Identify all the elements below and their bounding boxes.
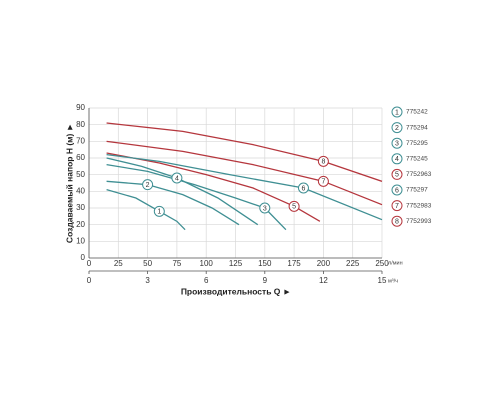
curve-label-circle	[317, 155, 329, 167]
x2-tick-label: 12	[319, 276, 328, 285]
curve-label-number: 3	[263, 205, 267, 212]
curve-label-number: 5	[292, 204, 296, 211]
x-unit: л/мин	[388, 260, 403, 266]
x-axis-title: Производительность Q ►	[181, 286, 291, 296]
legend-circle	[391, 153, 403, 165]
curve-label-circle	[317, 175, 329, 187]
legend-number: 4	[395, 156, 399, 163]
legend-number: 1	[395, 109, 399, 116]
x-tick-label: 150	[258, 259, 272, 268]
curve-label-circle	[171, 172, 183, 184]
y-tick-label: 10	[76, 236, 85, 245]
legend-label: 775242	[406, 109, 428, 116]
series-line	[106, 154, 383, 221]
series-line	[106, 152, 321, 222]
legend-label: 7752963	[406, 171, 432, 178]
x-tick-label: 75	[172, 259, 181, 268]
y-tick-label: 90	[76, 103, 85, 112]
legend-number: 7	[395, 203, 399, 210]
x-tick-label: 175	[287, 259, 301, 268]
curve-label-number: 8	[321, 159, 325, 166]
y-tick-label: 30	[76, 203, 85, 212]
y-tick-label: 50	[76, 170, 85, 179]
x-tick-label: 250	[375, 259, 389, 268]
legend-label: 775295	[406, 140, 428, 147]
curve-label-number: 2	[146, 182, 150, 189]
legend-circle	[391, 168, 403, 180]
x2-unit: м³/ч	[388, 278, 398, 284]
x2-tick-label: 9	[263, 276, 268, 285]
x-tick-label: 25	[114, 259, 123, 268]
legend-label: 7752993	[406, 218, 432, 225]
y-axis-title: Создаваемый напор H (м) ►	[64, 123, 74, 243]
legend-circle	[391, 184, 403, 196]
legend-label: 775297	[406, 187, 428, 194]
legend-number: 3	[395, 141, 399, 148]
curve-label-number: 7	[321, 179, 325, 186]
curve-label-circle	[259, 202, 271, 214]
x2-tick-label: 0	[87, 276, 92, 285]
curve-label-circle	[288, 200, 300, 212]
x2-tick-label: 15	[378, 276, 387, 285]
x-tick-label: 225	[346, 259, 360, 268]
legend-label: 7752983	[406, 202, 432, 209]
y-tick-label: 60	[76, 153, 85, 162]
x-tick-label: 200	[317, 259, 331, 268]
curve-label-circle	[297, 182, 309, 194]
series-line	[106, 180, 240, 226]
x-tick-label: 0	[87, 259, 92, 268]
curve-label-number: 1	[157, 209, 161, 216]
x2-tick-label: 3	[145, 276, 150, 285]
legend-number: 8	[395, 219, 399, 226]
x2-tick-label: 6	[204, 276, 209, 285]
legend-circle	[391, 137, 403, 149]
curve-label-circle	[142, 179, 154, 191]
x-tick-label: 50	[143, 259, 152, 268]
legend-number: 5	[395, 172, 399, 179]
legend-number: 6	[395, 187, 399, 194]
legend-label: 775294	[406, 124, 428, 131]
legend-circle	[391, 122, 403, 134]
x-tick-label: 100	[200, 259, 214, 268]
legend-label: 775245	[406, 156, 428, 163]
series-line	[106, 140, 383, 206]
legend-number: 2	[395, 125, 399, 132]
series-line	[106, 122, 383, 182]
x-tick-label: 125	[229, 259, 243, 268]
y-tick-label: 0	[81, 253, 86, 262]
y-tick-label: 70	[76, 136, 85, 145]
legend-circle	[391, 200, 403, 212]
y-tick-label: 20	[76, 220, 85, 229]
curve-label-circle	[153, 205, 165, 217]
curve-label-number: 4	[175, 175, 179, 182]
curve-label-number: 6	[302, 185, 306, 192]
y-tick-label: 80	[76, 120, 85, 129]
legend-circle	[391, 215, 403, 227]
y-tick-label: 40	[76, 186, 85, 195]
legend-circle	[391, 106, 403, 118]
